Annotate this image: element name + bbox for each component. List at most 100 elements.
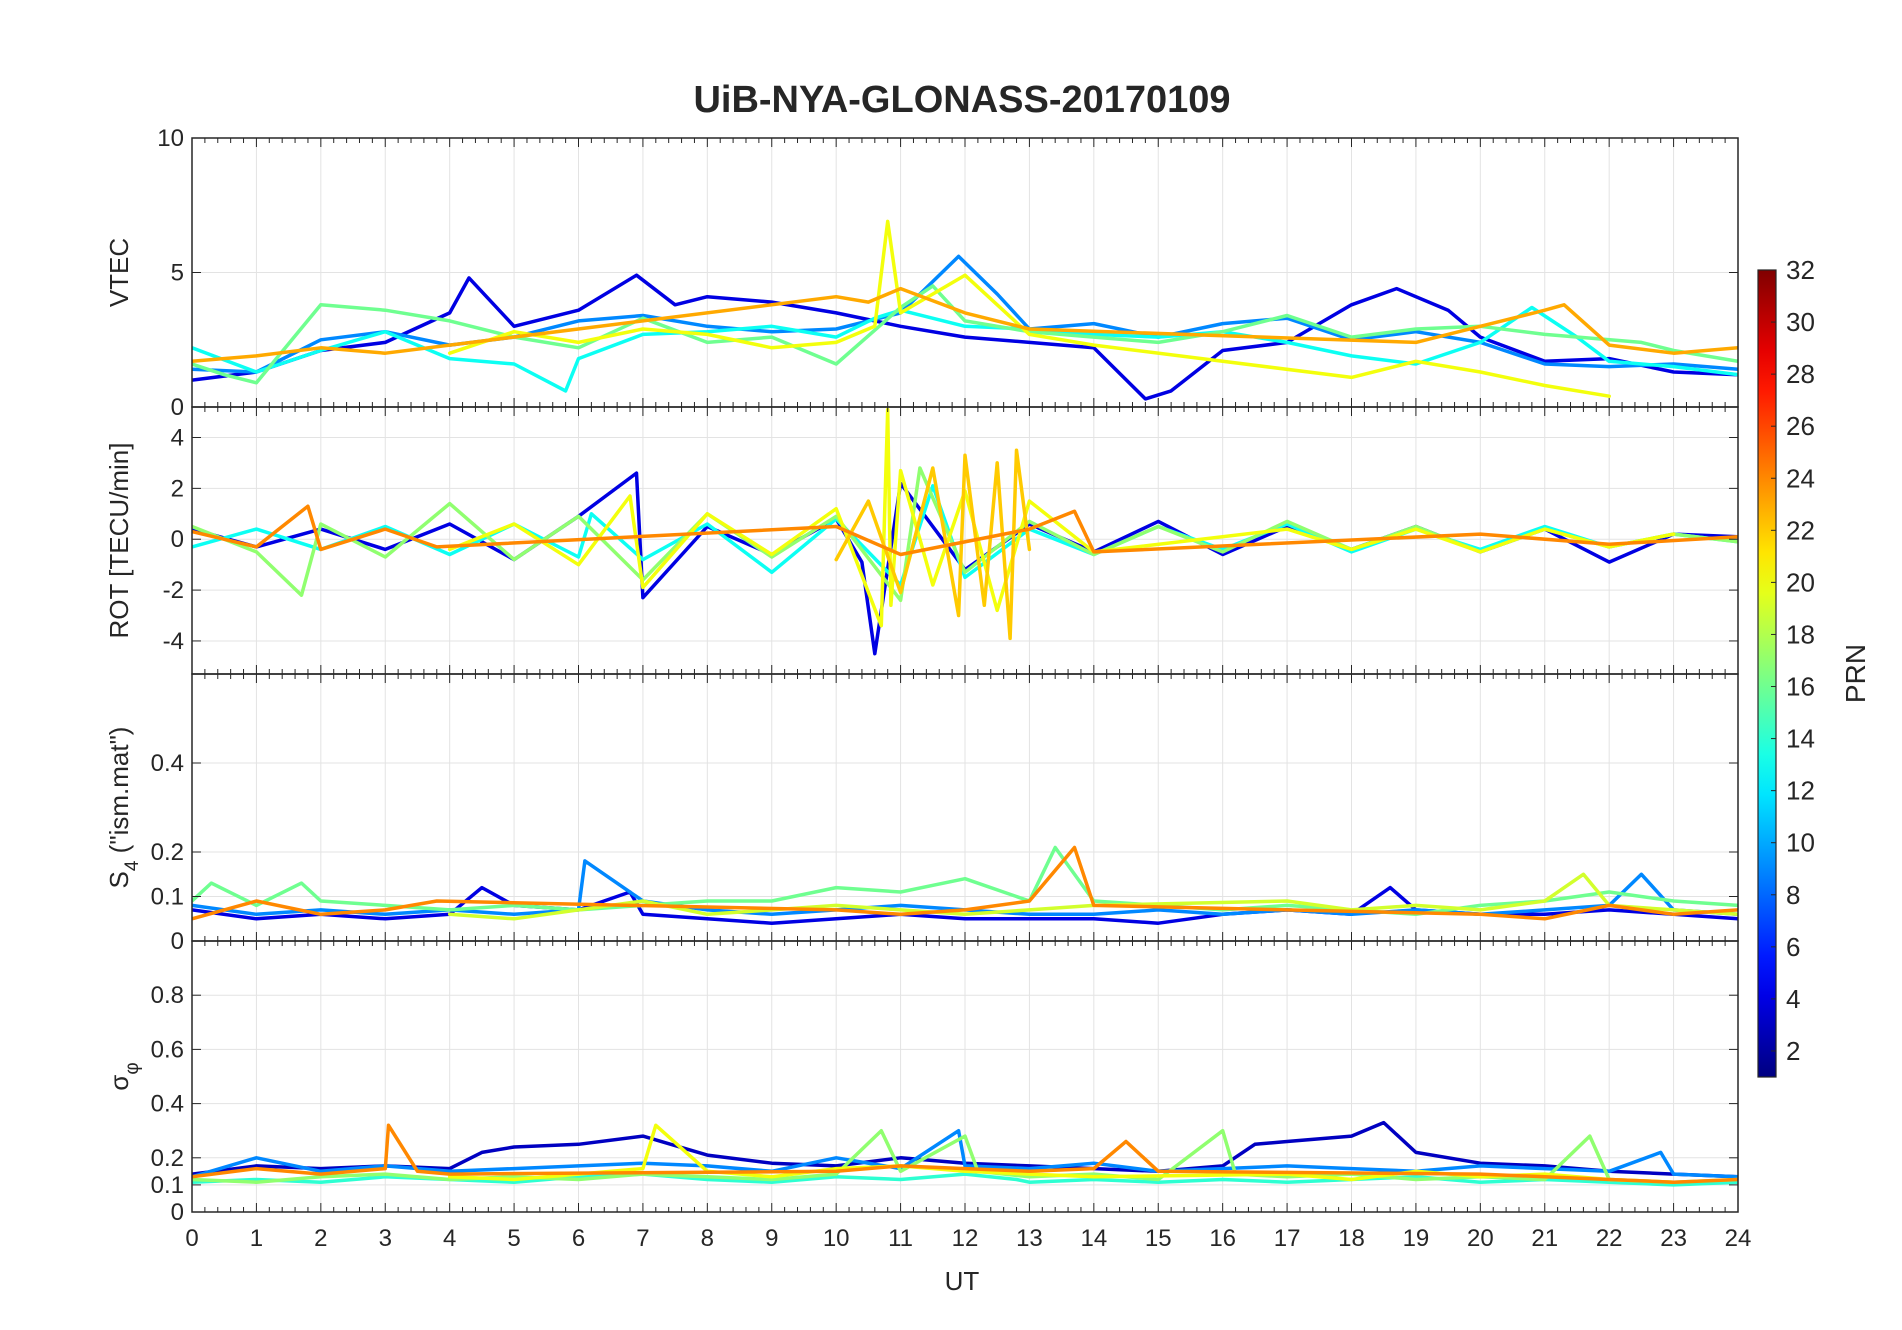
x-tick-label: 17 — [1274, 1225, 1301, 1252]
colorbar-tick-label: 6 — [1786, 932, 1800, 962]
y-axis-label: ROT [TECU/min] — [104, 443, 134, 639]
colorbar-tick-label: 20 — [1786, 567, 1815, 597]
y-tick-label: 0.4 — [151, 1091, 184, 1118]
series-line-prn-20 — [447, 219, 1611, 398]
y-tick-label: 0.1 — [151, 884, 184, 911]
x-tick-label: 15 — [1145, 1225, 1172, 1252]
series-line-prn-4 — [192, 273, 1738, 401]
series-group — [192, 219, 1738, 401]
x-axis: 0 1 2 3 4 5 6 7 8 9 10 11 12 13 14 15 16 17 18 19 20 21 22 23 24 — [185, 1225, 1751, 1252]
series-group — [192, 845, 1738, 925]
series-line-prn-16 — [192, 845, 1738, 917]
colorbar-tick-label: 26 — [1786, 411, 1815, 441]
colorbar-tick-label: 8 — [1786, 880, 1800, 910]
x-tick-label: 2 — [314, 1225, 327, 1252]
x-tick-label: 1 — [250, 1225, 263, 1252]
y-axis-label: VTEC — [104, 238, 134, 307]
colorbar-tick-label: 16 — [1786, 672, 1815, 702]
y-tick-label: 0.8 — [151, 982, 184, 1009]
x-tick-label: 12 — [952, 1225, 979, 1252]
series-group — [192, 407, 1738, 656]
x-tick-marks — [191, 407, 1739, 674]
y-axis-label: σφ — [104, 1062, 143, 1090]
x-tick-marks — [191, 138, 1739, 407]
x-tick-label: 8 — [701, 1225, 714, 1252]
y-tick-label: 0 — [171, 1199, 184, 1226]
x-axis-label: UT — [945, 1266, 980, 1296]
series-line-prn-24 — [192, 845, 1738, 921]
x-tick-label: 20 — [1467, 1225, 1494, 1252]
y-tick-label: -4 — [163, 628, 184, 655]
colorbar-tick-label: 4 — [1786, 984, 1800, 1014]
x-tick-label: 5 — [507, 1225, 520, 1252]
panel-4: 00.10.2 0.4 0.6 0.8 σφ — [104, 940, 1739, 1226]
series-line-prn-24 — [192, 504, 1738, 557]
x-tick-label: 14 — [1080, 1225, 1107, 1252]
y-tick-label: 10 — [157, 125, 184, 152]
y-tick-label: 0.4 — [151, 750, 184, 777]
grid — [191, 674, 1739, 942]
y-tick-label: -2 — [163, 577, 184, 604]
series-group — [192, 1120, 1738, 1187]
y-tick-label: 0.2 — [151, 839, 184, 866]
colorbar-tick-label: 22 — [1786, 515, 1815, 545]
x-tick-label: 10 — [823, 1225, 850, 1252]
x-tick-label: 21 — [1531, 1225, 1558, 1252]
x-tick-label: 13 — [1016, 1225, 1043, 1252]
x-tick-label: 9 — [765, 1225, 778, 1252]
x-tick-label: 3 — [379, 1225, 392, 1252]
x-tick-marks — [191, 941, 1739, 1212]
series-line-prn-3 — [192, 1120, 1738, 1179]
panel-1: 0 5 10 VTEC — [104, 125, 1739, 421]
y-tick-label: 4 — [171, 425, 184, 452]
y-tick-label: 0.2 — [151, 1145, 184, 1172]
colorbar-tick-label: 24 — [1786, 463, 1815, 493]
series-line-prn-13 — [192, 305, 1738, 393]
panel-3: 0 0.1 0.2 0.4 S4 ("ism.mat") — [104, 673, 1739, 955]
colorbar-gradient — [1757, 269, 1777, 1078]
x-tick-label: 18 — [1338, 1225, 1365, 1252]
colorbar-tick-label: 28 — [1786, 359, 1815, 389]
series-line-prn-22 — [834, 448, 1032, 641]
colorbar-tick-label: 2 — [1786, 1036, 1800, 1066]
series-line-prn-9 — [192, 1128, 1738, 1179]
grid — [191, 407, 1739, 674]
colorbar-tick-label: 14 — [1786, 724, 1815, 754]
x-tick-label: 7 — [636, 1225, 649, 1252]
x-tick-label: 6 — [572, 1225, 585, 1252]
colorbar-tick-label: 12 — [1786, 776, 1815, 806]
x-tick-label: 22 — [1596, 1225, 1623, 1252]
y-tick-label: 0 — [171, 394, 184, 421]
y-axis-label: S4 ("ism.mat") — [104, 727, 143, 889]
x-tick-label: 11 — [888, 1225, 913, 1252]
x-tick-label: 19 — [1403, 1225, 1430, 1252]
panel-2: -4 -2 0 2 4 ROT [TECU/min] — [104, 406, 1739, 675]
series-line-prn-19 — [447, 872, 1738, 921]
y-tick-label: 0 — [171, 526, 184, 553]
y-tick-label: 0.1 — [151, 1172, 184, 1199]
colorbar-tick-label: 10 — [1786, 828, 1815, 858]
x-tick-label: 4 — [443, 1225, 456, 1252]
x-tick-label: 23 — [1660, 1225, 1687, 1252]
colorbar-label: PRN — [1840, 644, 1871, 703]
series-line-prn-16 — [192, 284, 1738, 385]
x-tick-label: 0 — [185, 1225, 198, 1252]
y-tick-label: 2 — [171, 475, 184, 502]
y-tick-label: 0.6 — [151, 1036, 184, 1063]
colorbar-tick-label: 30 — [1786, 307, 1815, 337]
y-tick-label: 0 — [171, 928, 184, 955]
colorbar-tick-label: 32 — [1786, 255, 1815, 285]
colorbar-tick-label: 18 — [1786, 619, 1815, 649]
series-line-prn-24 — [192, 1123, 1738, 1184]
x-tick-label: 24 — [1725, 1225, 1752, 1252]
y-tick-label: 5 — [171, 260, 184, 287]
x-tick-label: 16 — [1209, 1225, 1236, 1252]
series-line-prn-23 — [192, 286, 1738, 364]
x-tick-marks — [191, 674, 1739, 941]
series-line-prn-20 — [447, 1123, 1676, 1184]
chart-title: UiB-NYA-GLONASS-20170109 — [693, 79, 1230, 121]
